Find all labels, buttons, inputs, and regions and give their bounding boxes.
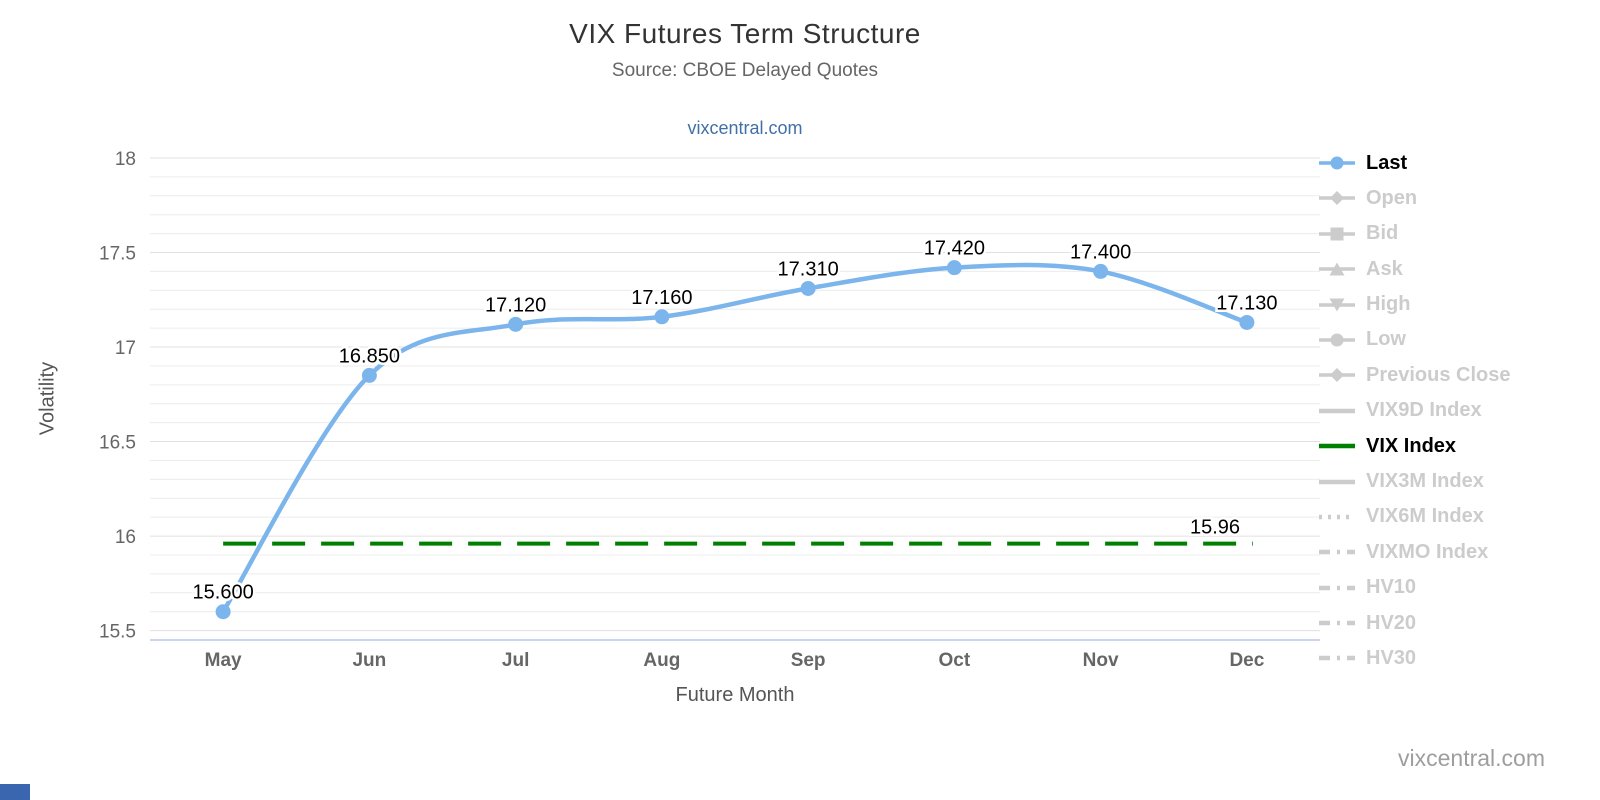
legend-item-vix6m-index[interactable]: VIX6M Index — [1318, 505, 1511, 528]
watermark: vixcentral.com — [1398, 745, 1545, 771]
chart-subtitle: Source: CBOE Delayed Quotes — [611, 60, 879, 81]
data-point-marker — [654, 309, 670, 325]
legend-item-bid[interactable]: Bid — [1318, 222, 1511, 245]
legend-item-hv30[interactable]: HV30 — [1318, 646, 1511, 669]
legend-item-open[interactable]: Open — [1318, 186, 1511, 209]
legend-item-ask[interactable]: Ask — [1318, 257, 1511, 280]
vix9d-index-legend-marker-icon — [1319, 408, 1355, 413]
data-point-marker — [946, 260, 962, 276]
vix-index-value-label: 15.96 — [1190, 517, 1240, 539]
hv30-legend-marker-icon — [1319, 656, 1355, 661]
data-point-label: 16.850 — [339, 345, 400, 367]
legend: Last Open Bid Ask High Low Previous Close VIX9D… — [1318, 151, 1511, 684]
vix3m-index-legend-marker-icon — [1319, 479, 1355, 484]
chat-widget-button[interactable] — [0, 784, 30, 800]
data-point-marker — [508, 316, 524, 332]
y-tick-label: 16.5 — [99, 433, 136, 454]
data-point-label: 17.420 — [924, 238, 985, 260]
x-tick-label: Aug — [643, 650, 680, 671]
vix6m-index-legend-marker-icon — [1319, 514, 1355, 520]
open-legend-marker-icon — [1319, 191, 1355, 206]
y-tick-label: 17.5 — [99, 244, 136, 265]
data-point-label: 17.130 — [1216, 292, 1277, 314]
y-tick-label: 17 — [115, 338, 136, 359]
legend-item-hv10[interactable]: HV10 — [1318, 576, 1511, 599]
data-point-marker — [1239, 314, 1255, 330]
legend-item-high[interactable]: High — [1318, 293, 1511, 316]
legend-item-label: Ask — [1366, 257, 1403, 280]
legend-item-vix9d-index[interactable]: VIX9D Index — [1318, 399, 1511, 422]
hv20-legend-marker-icon — [1319, 620, 1355, 626]
x-axis-labels: May Jun Jul Aug Sep Oct Nov Dec — [205, 650, 1265, 671]
bid-legend-marker-icon — [1319, 227, 1355, 241]
high-legend-marker-icon — [1319, 298, 1355, 312]
legend-item-vix-index[interactable]: VIX Index — [1318, 434, 1511, 457]
vixmo-index-legend-marker-icon — [1319, 550, 1355, 555]
grid-major — [150, 157, 1320, 632]
last-series-data-labels: 15.600 16.850 17.120 17.160 17.310 17.420 17.4… — [190, 235, 1280, 606]
legend-item-label: VIX Index — [1366, 434, 1457, 457]
legend-item-vix3m-index[interactable]: VIX3M Index — [1318, 470, 1511, 493]
x-tick-label: Nov — [1083, 650, 1119, 671]
vixcentral-link[interactable]: vixcentral.com — [687, 118, 803, 138]
previous-close-legend-marker-icon — [1319, 368, 1355, 383]
y-tick-label: 16 — [115, 527, 136, 548]
data-point-marker — [1093, 263, 1109, 279]
y-tick-label: 15.5 — [99, 622, 136, 643]
legend-item-hv20[interactable]: HV20 — [1318, 611, 1511, 634]
legend-item-label: Low — [1366, 328, 1406, 351]
hv10-legend-marker-icon — [1319, 585, 1355, 590]
grid-minor — [150, 176, 1320, 613]
legend-item-label: VIX3M Index — [1366, 470, 1484, 493]
chart-header: VIX Futures Term Structure Source: CBOE … — [0, 0, 1490, 139]
vix-index-legend-marker-icon — [1319, 443, 1355, 449]
chart-title: VIX Futures Term Structure — [569, 18, 921, 49]
legend-item-last[interactable]: Last — [1318, 151, 1511, 174]
ask-legend-marker-icon — [1319, 262, 1355, 276]
legend-item-label: Open — [1366, 186, 1418, 209]
legend-item-label: Previous Close — [1366, 363, 1511, 386]
legend-item-label: Bid — [1366, 222, 1399, 245]
legend-item-label: HV20 — [1366, 611, 1417, 634]
data-point-label: 17.120 — [485, 294, 546, 316]
legend-item-previous-close[interactable]: Previous Close — [1318, 363, 1511, 386]
legend-item-label: High — [1366, 293, 1411, 316]
data-point-label: 17.400 — [1070, 241, 1131, 263]
y-axis-labels: 18 17.5 17 16.5 16 15.5 — [99, 149, 136, 643]
last-series-line — [220, 262, 1250, 614]
data-point-marker — [215, 604, 231, 620]
x-tick-label: Dec — [1229, 650, 1264, 671]
y-axis-title: Volatility — [36, 361, 59, 436]
x-tick-label: Jun — [352, 650, 386, 671]
legend-item-label: Last — [1366, 151, 1408, 174]
legend-item-vixmo-index[interactable]: VIXMO Index — [1318, 540, 1511, 563]
legend-item-label: VIX9D Index — [1366, 399, 1482, 422]
data-point-label: 15.600 — [193, 582, 254, 604]
data-point-marker — [361, 367, 377, 383]
y-tick-label: 18 — [115, 149, 136, 170]
legend-item-label: HV10 — [1366, 576, 1417, 599]
legend-item-label: VIX6M Index — [1366, 505, 1484, 528]
legend-item-label: VIXMO Index — [1366, 540, 1489, 563]
last-series-markers — [215, 260, 1255, 620]
x-tick-label: May — [205, 650, 242, 671]
legend-item-low[interactable]: Low — [1318, 328, 1511, 351]
legend-item-label: HV30 — [1366, 646, 1417, 669]
low-legend-marker-icon — [1319, 333, 1355, 347]
x-tick-label: Jul — [502, 650, 529, 671]
data-point-label: 17.310 — [778, 258, 839, 280]
x-axis-title: Future Month — [675, 684, 795, 706]
last-legend-marker-icon — [1319, 156, 1355, 170]
x-tick-label: Oct — [939, 650, 971, 671]
data-point-label: 17.160 — [631, 287, 692, 309]
x-tick-label: Sep — [791, 650, 826, 671]
data-point-marker — [800, 280, 816, 296]
